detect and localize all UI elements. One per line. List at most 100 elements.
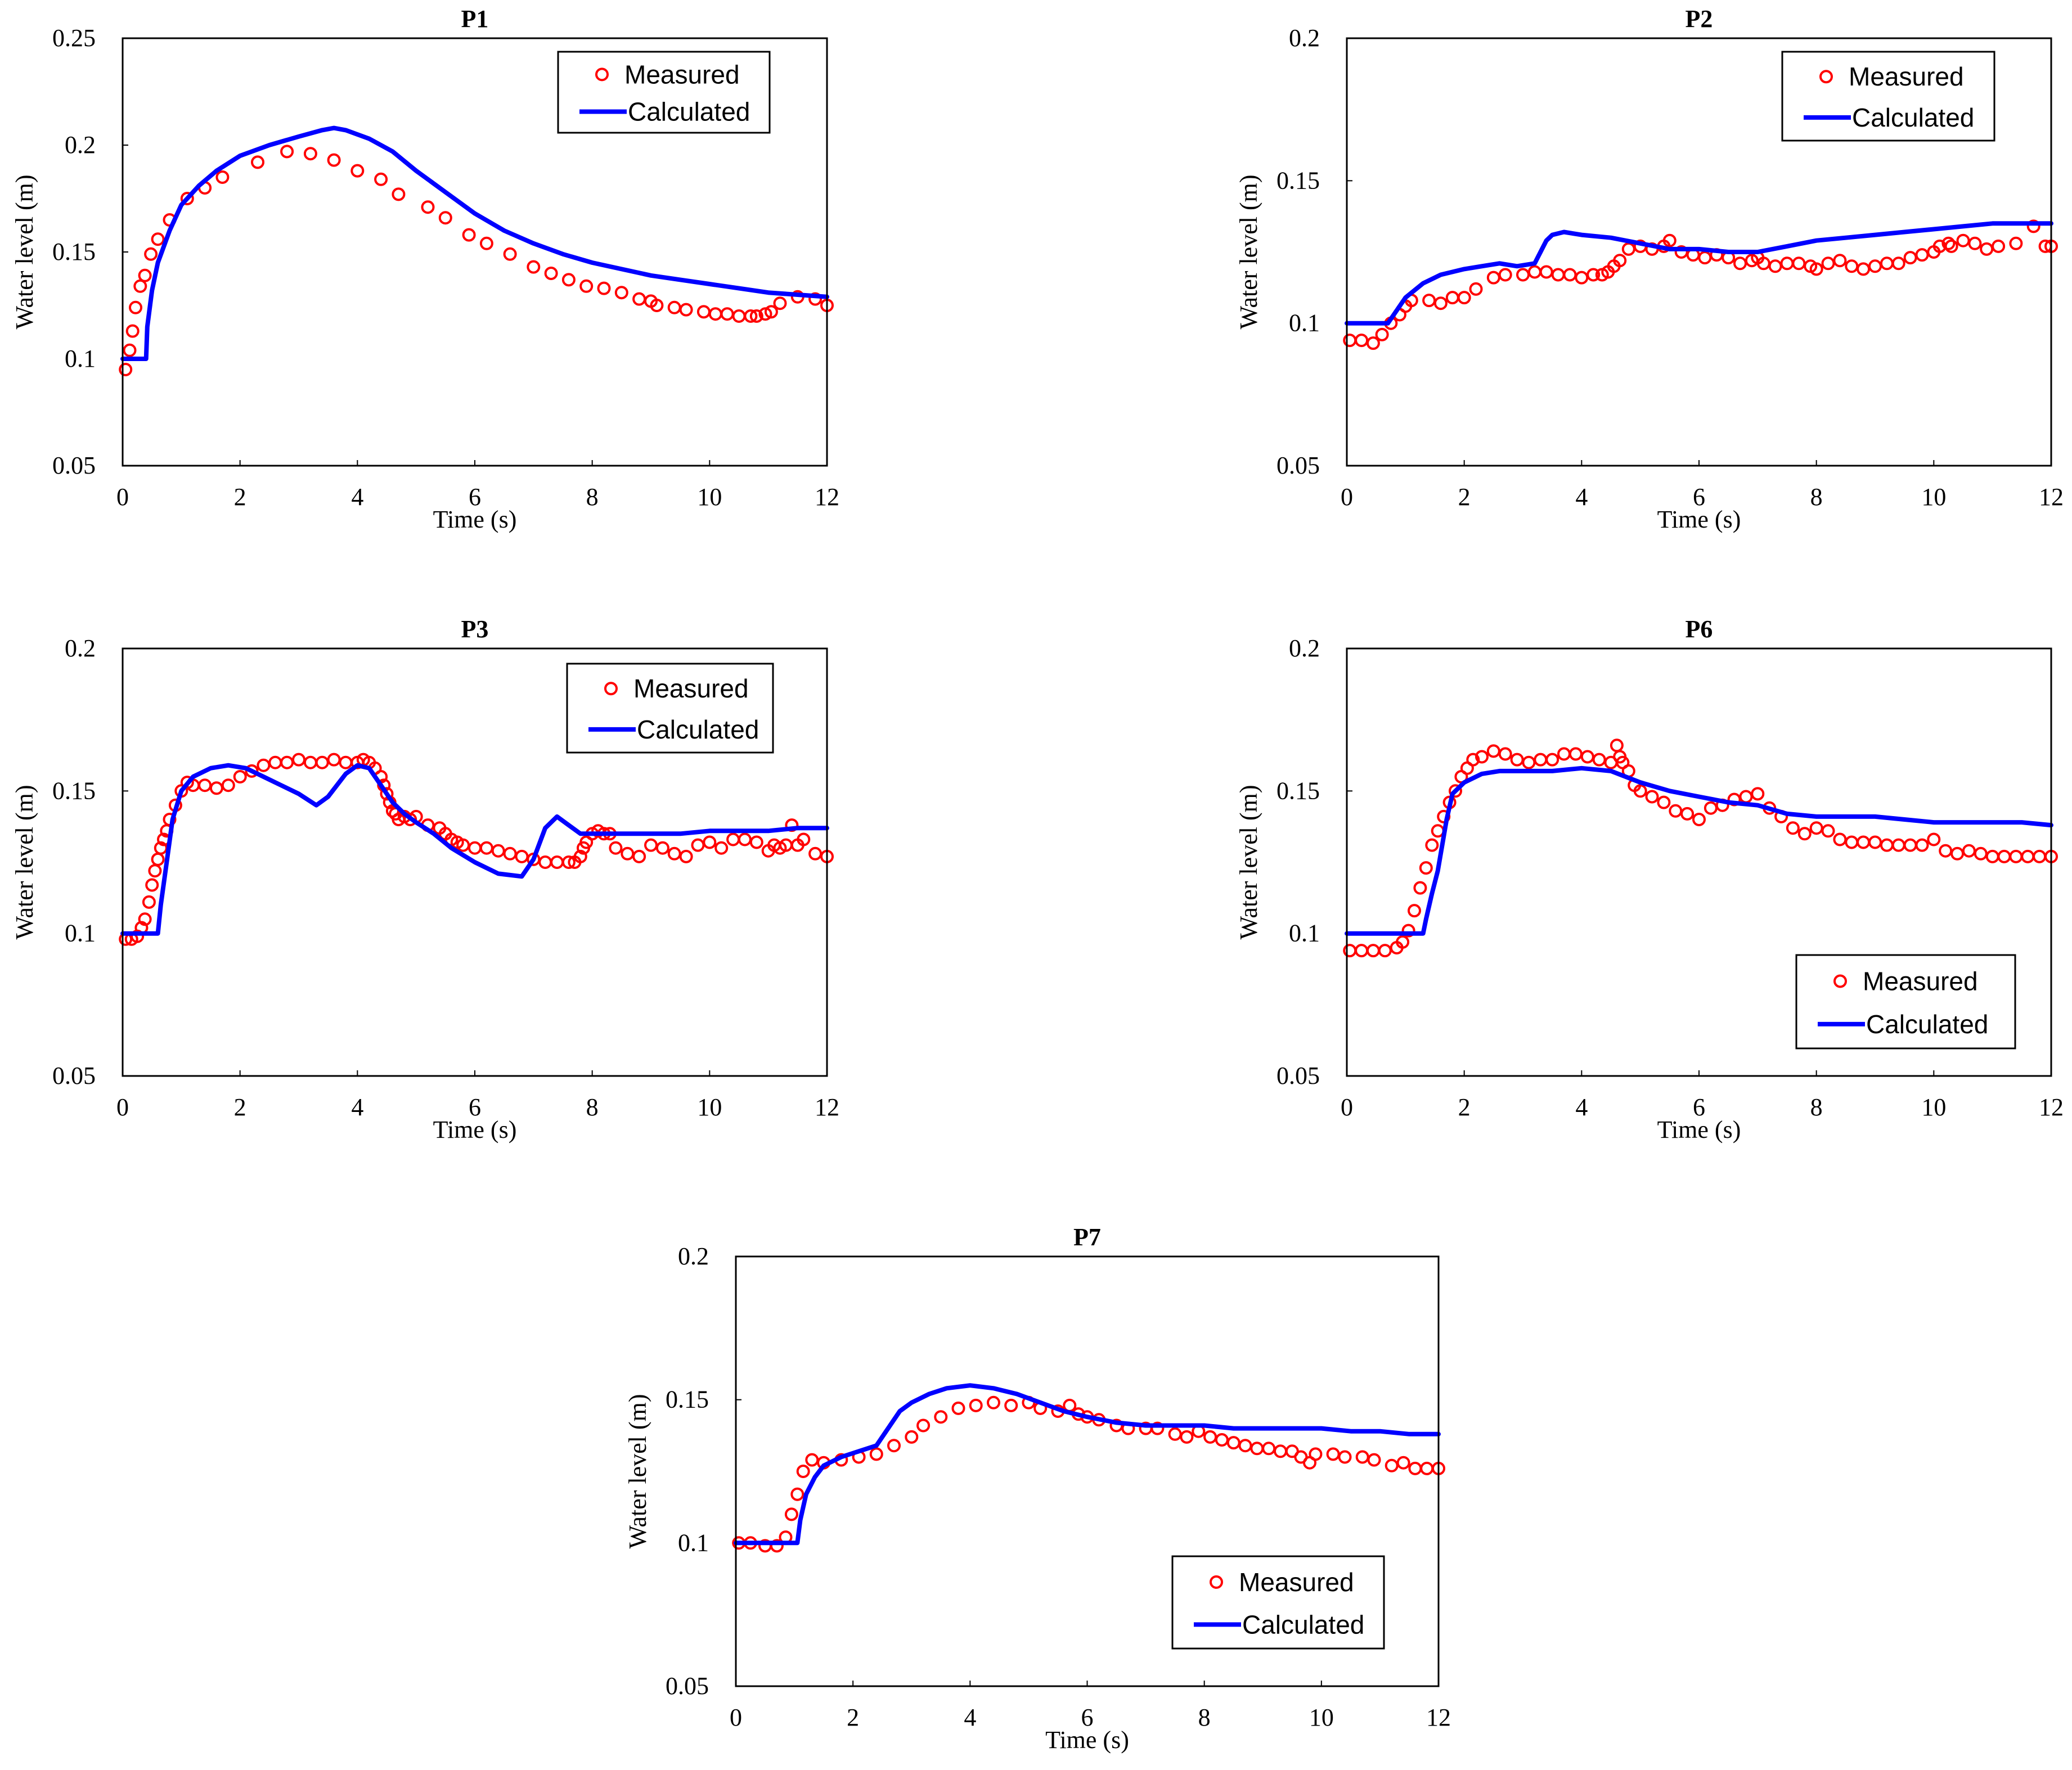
chart-p6-measured-point	[1592, 753, 1606, 767]
chart-p2-measured-point	[1903, 251, 1917, 265]
chart-p2-measured-point	[1821, 256, 1835, 271]
chart-p1-measured-point	[479, 236, 493, 250]
chart-p1-measured-point	[758, 307, 772, 321]
chart-p3-measured-point	[609, 841, 623, 855]
chart-p3-ytick-label: 0.15	[52, 777, 96, 804]
chart-p7-measured-point	[1226, 1436, 1240, 1450]
chart-p2-legend-measured-label: Measured	[1849, 62, 1964, 91]
chart-p7-measured-point	[934, 1410, 948, 1424]
chart-p1-measured-point	[133, 279, 147, 293]
chart-p2-ytick-label: 0.15	[1277, 166, 1320, 194]
chart-p6-legend: Measured Calculated	[1795, 954, 2016, 1050]
chart-p2-xtick-label: 12	[2039, 483, 2064, 511]
chart-p3-ytick-label: 0.2	[65, 634, 96, 662]
chart-p6-measured-point	[1401, 924, 1415, 938]
chart-p2-xtick-label: 10	[1921, 483, 1946, 511]
chart-p7-xtick-label: 4	[964, 1704, 976, 1731]
chart-p2-measured-point	[1445, 291, 1459, 305]
chart-p2-measured-point	[1941, 236, 1956, 250]
chart-p3-measured-point	[198, 778, 212, 792]
chart-p7-measured-point	[1355, 1450, 1369, 1464]
chart-p1-xtick-label: 4	[351, 483, 363, 511]
chart-p3-measured-point	[456, 838, 470, 852]
chart-p2-measured-point	[1733, 256, 1747, 271]
chart-p2-measured-point	[1469, 282, 1483, 296]
chart-p1-xtick-label: 10	[697, 483, 722, 511]
chart-p7-measured-point	[1326, 1447, 1340, 1461]
chart-p3-measured-point	[138, 912, 152, 926]
chart-p6-measured-point	[1355, 944, 1369, 958]
chart-p3-xtick-label: 6	[469, 1093, 481, 1121]
chart-p3-measured-point	[268, 755, 282, 769]
chart-p6-title: P6	[1686, 615, 1713, 643]
chart-p6-measured-point	[1657, 795, 1671, 809]
chart-p6-measured-point	[1645, 790, 1659, 804]
chart-p7-measured-point	[1150, 1421, 1165, 1435]
chart-p3-measured-point	[221, 778, 235, 792]
chart-p2-measured-point	[1980, 242, 1994, 256]
chart-p6-measured-point	[1580, 750, 1594, 764]
chart-p6-ytick-label: 0.05	[1277, 1062, 1320, 1089]
chart-p3-xtick-label: 12	[815, 1093, 839, 1121]
chart-p2-measured-point	[1355, 334, 1369, 348]
chart-p1-ytick-label: 0.05	[52, 452, 96, 479]
chart-p6-measured-point	[1498, 747, 1512, 761]
chart-p7-measured-point	[1396, 1456, 1410, 1470]
chart-p2-measured-point	[1768, 259, 1782, 273]
chart-p1-xtick-label: 0	[116, 483, 129, 511]
chart-p7-measured-point	[905, 1430, 919, 1444]
chart-p7-measured-point	[987, 1395, 1000, 1409]
chart-p3-measured-point	[749, 835, 763, 849]
chart-p1-plot-area	[122, 37, 828, 467]
chart-p1-measured-point	[119, 363, 133, 376]
chart-p2-measured-point	[1527, 265, 1541, 279]
chart-p6-xtick-label: 8	[1810, 1093, 1823, 1121]
chart-p7-measured-point	[805, 1453, 819, 1467]
chart-p2-ytick-label: 0.1	[1289, 309, 1320, 337]
chart-p6-measured-point	[2033, 849, 2047, 863]
chart-p6-measured-point	[1939, 844, 1953, 858]
chart-p1-legend: Measured Calculated	[557, 51, 771, 134]
chart-p3-title: P3	[461, 615, 489, 643]
chart-p2-measured-point	[1956, 233, 1970, 247]
chart-p3-measured-point	[738, 832, 752, 846]
chart-p7-xtick-label: 8	[1198, 1704, 1211, 1731]
chart-p7-measured-point	[1262, 1442, 1276, 1456]
chart-p2-measured-point	[1845, 259, 1859, 273]
chart-p6-measured-point	[1751, 787, 1765, 801]
chart-p1-measured-point	[650, 299, 664, 312]
chart-p3-measured-point	[468, 841, 482, 855]
chart-p6-measured-point	[1809, 821, 1823, 835]
chart-p7-measured-point	[796, 1465, 810, 1478]
chart-p3-measured-point	[380, 787, 394, 801]
chart-p2-calculated-line	[1345, 221, 2053, 326]
chart-p3-measured-point	[808, 846, 822, 861]
chart-p7-title: P7	[1073, 1223, 1101, 1251]
chart-p1-measured-point	[667, 300, 681, 314]
chart-p3-measured-point	[145, 878, 159, 892]
chart-p6-measured-point	[1915, 838, 1929, 852]
chart-p2-legend-box	[1781, 51, 1995, 142]
chart-p1-measured-point	[327, 153, 341, 167]
chart-p1-measured-point	[180, 192, 194, 205]
chart-p7-measured-point	[1109, 1418, 1123, 1433]
chart-p3-measured-point	[632, 849, 646, 863]
chart-p6-measured-point	[1449, 784, 1462, 798]
chart-p6-measured-point	[1610, 738, 1624, 753]
chart-p7-measured-point	[1250, 1442, 1264, 1456]
chart-p3-measured-point	[280, 755, 294, 769]
chart-p1-measured-point	[280, 145, 294, 159]
chart-p1-measured-point	[374, 172, 388, 186]
chart-p3-measured-point	[644, 838, 658, 852]
chart-p2-measured-point	[1486, 271, 1500, 285]
chart-p6-measured-point	[1927, 832, 1941, 846]
chart-p1-measured-point	[579, 279, 594, 293]
chart-p2-measured-point	[1551, 268, 1565, 282]
chart-p1: P1 0.05 0.1 0.15 0.2 0.25 0 2 4 6 8 10 12 Time (s) Wat…	[11, 5, 839, 533]
chart-p7-ytick-label: 0.1	[678, 1529, 709, 1556]
chart-p2-xtick-label: 6	[1693, 483, 1705, 511]
chart-p7-calculated-line	[734, 1383, 1441, 1546]
chart-p7-measured-point	[1274, 1444, 1287, 1458]
chart-p6-xtick-label: 12	[2039, 1093, 2064, 1121]
